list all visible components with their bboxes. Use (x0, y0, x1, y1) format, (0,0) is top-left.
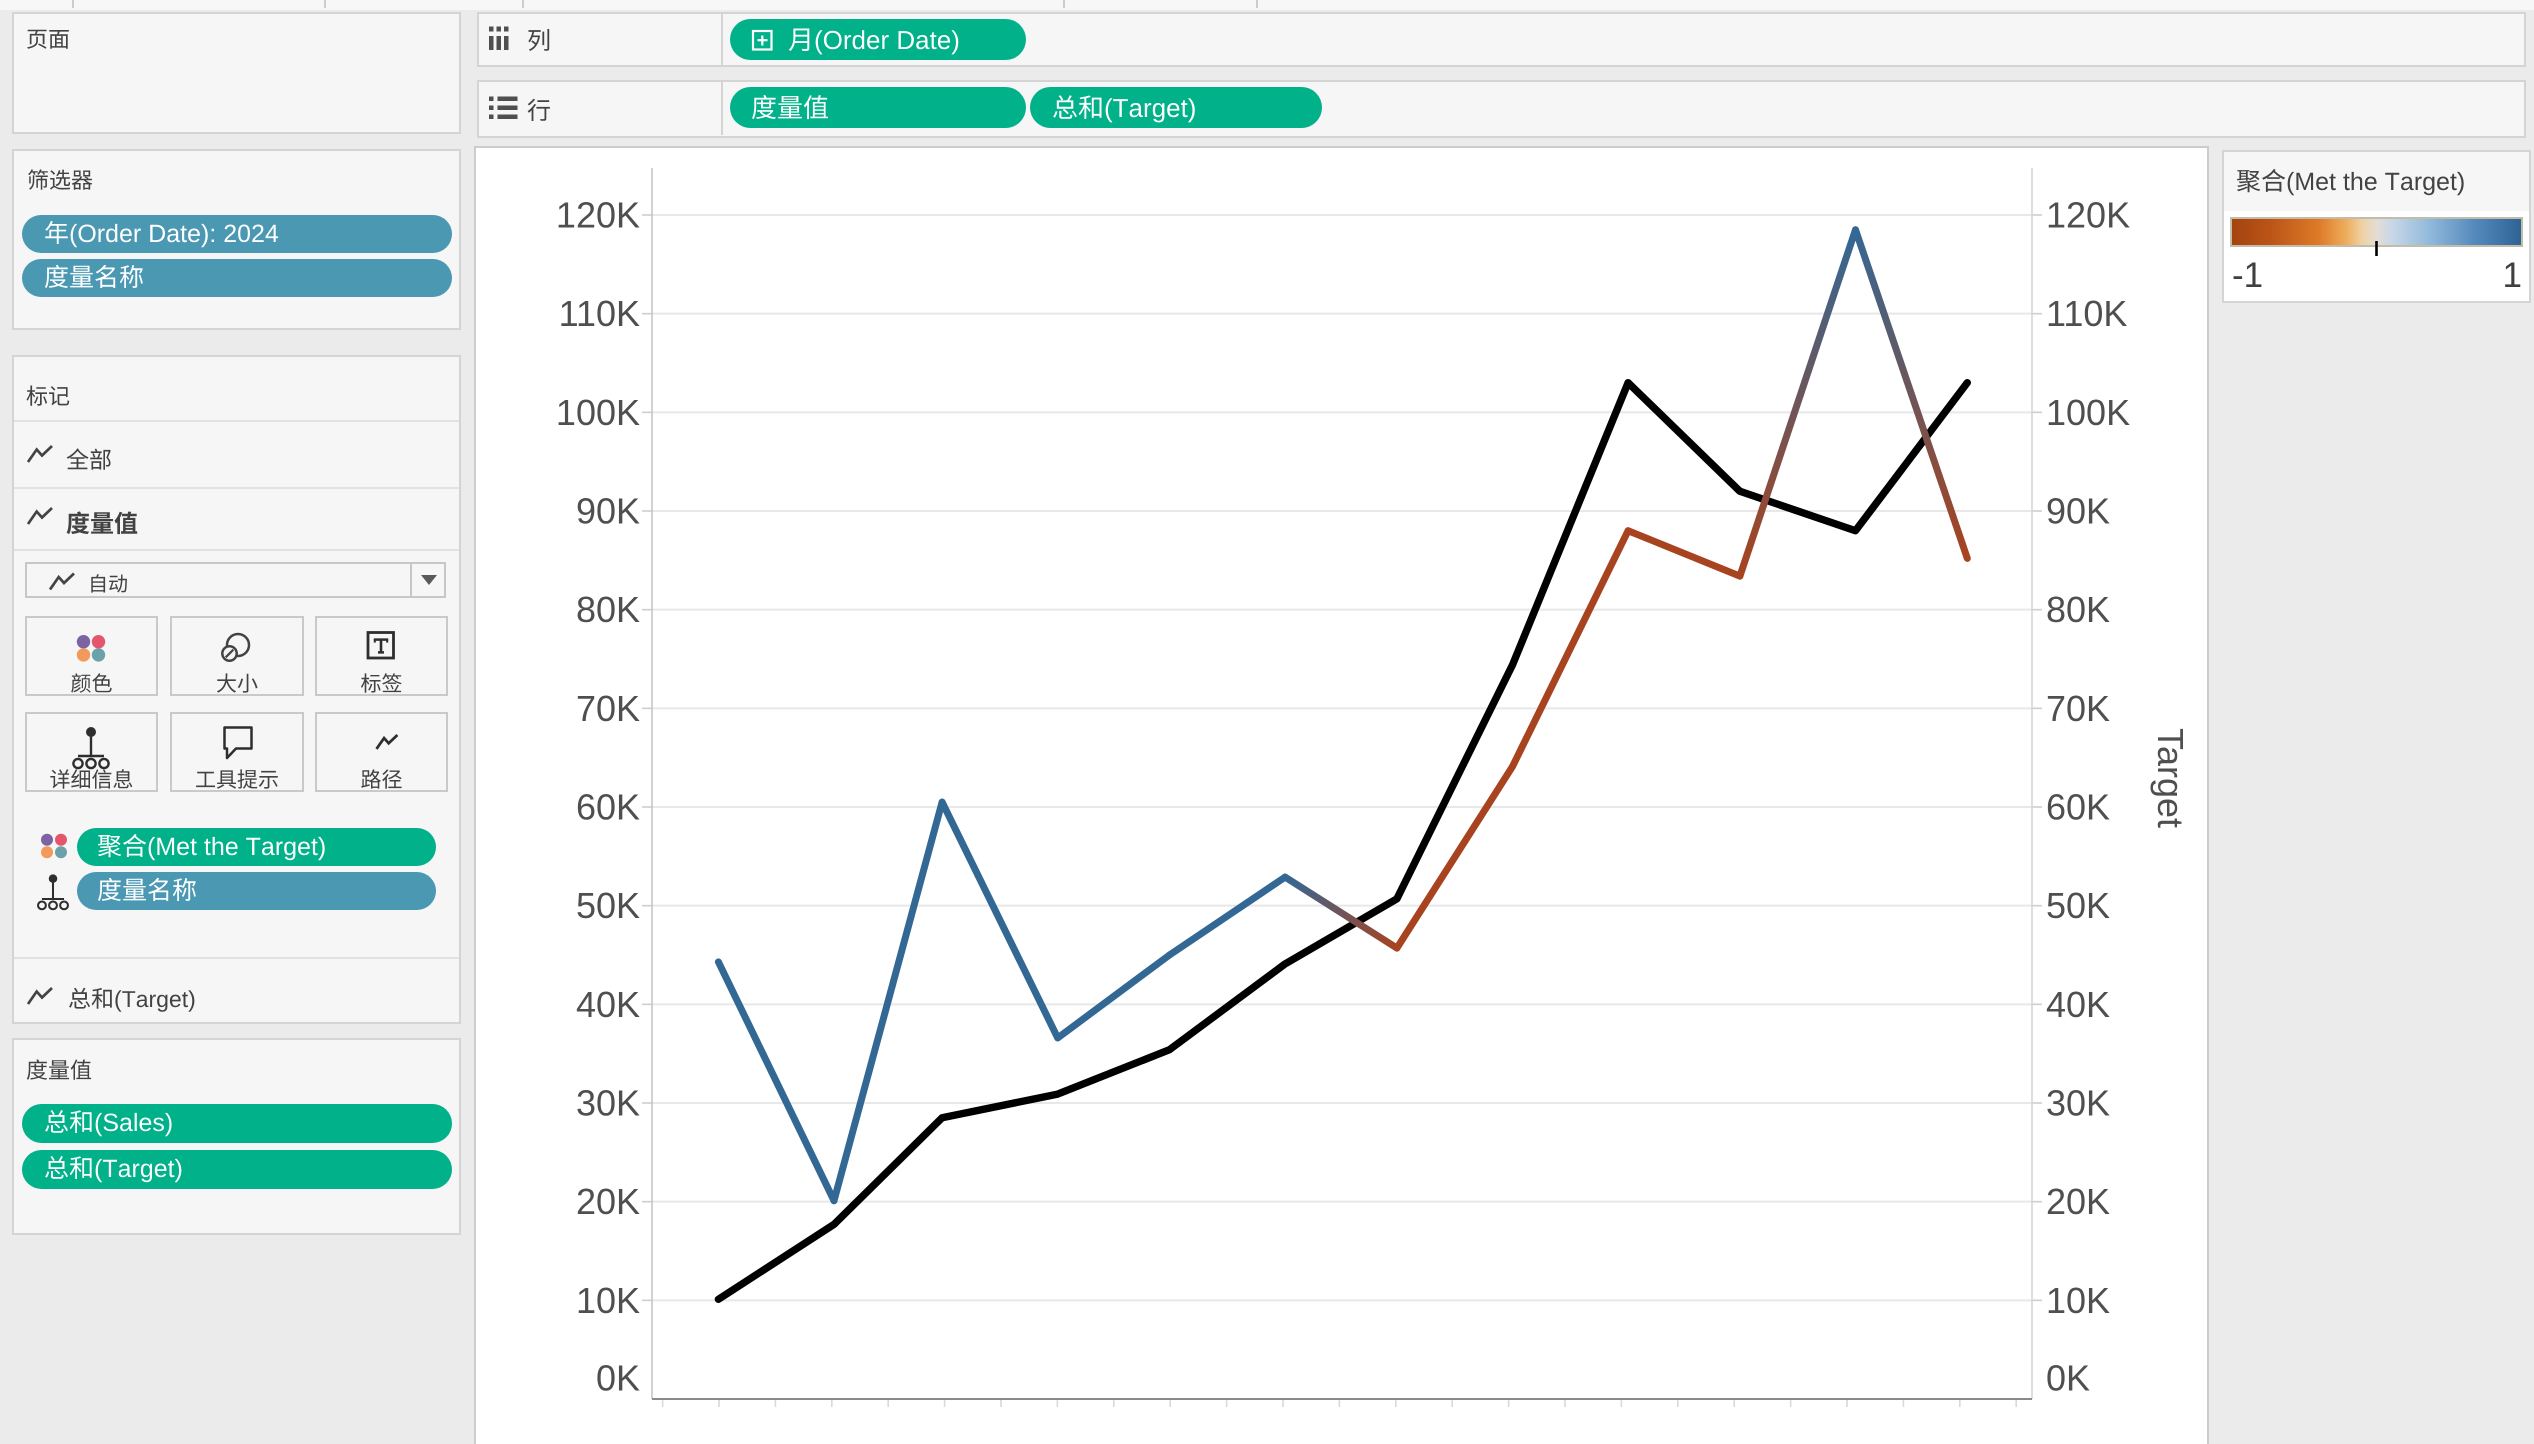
svg-text:50K: 50K (576, 885, 640, 926)
svg-text:Target: Target (2150, 728, 2191, 828)
svg-text:80K: 80K (2046, 589, 2110, 630)
svg-text:0K: 0K (596, 1358, 640, 1399)
svg-text:60K: 60K (2046, 787, 2110, 828)
svg-text:90K: 90K (576, 491, 640, 532)
svg-text:80K: 80K (576, 589, 640, 630)
svg-text:110K: 110K (2046, 293, 2127, 334)
svg-text:100K: 100K (556, 392, 640, 433)
svg-text:40K: 40K (576, 984, 640, 1025)
svg-text:10K: 10K (576, 1280, 640, 1321)
svg-text:90K: 90K (2046, 491, 2110, 532)
svg-text:50K: 50K (2046, 885, 2110, 926)
svg-text:1: 1 (2503, 256, 2522, 295)
svg-text:60K: 60K (576, 787, 640, 828)
svg-text:70K: 70K (2046, 688, 2110, 729)
svg-text:70K: 70K (576, 688, 640, 729)
svg-text:30K: 30K (2046, 1083, 2110, 1124)
svg-text:100K: 100K (2046, 392, 2130, 433)
svg-text:20K: 20K (576, 1181, 640, 1222)
svg-text:20K: 20K (2046, 1181, 2110, 1222)
svg-text:120K: 120K (2046, 195, 2130, 236)
svg-text:40K: 40K (2046, 984, 2110, 1025)
svg-text:10K: 10K (2046, 1280, 2110, 1321)
svg-text:-1: -1 (2232, 256, 2263, 295)
svg-text:0K: 0K (2046, 1358, 2090, 1399)
svg-text:120K: 120K (556, 195, 640, 236)
svg-text:30K: 30K (576, 1083, 640, 1124)
svg-text:110K: 110K (559, 293, 640, 334)
